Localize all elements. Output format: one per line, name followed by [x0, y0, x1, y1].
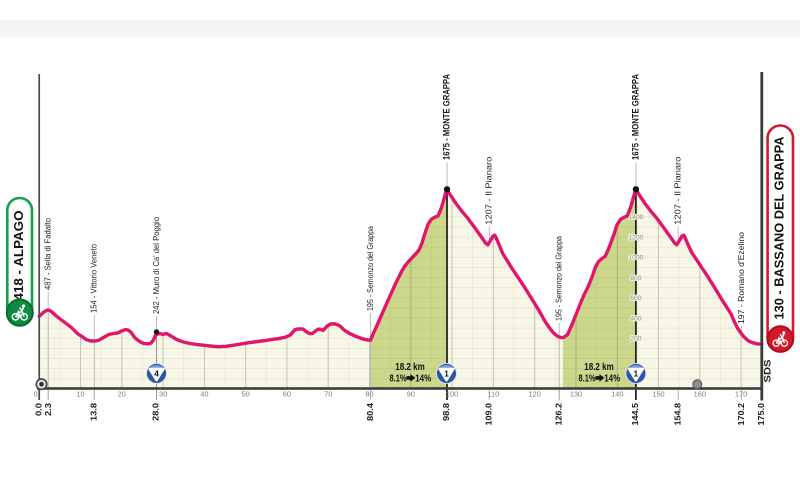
- svg-text:13.8: 13.8: [89, 402, 98, 421]
- svg-text:10: 10: [76, 390, 84, 399]
- svg-text:242 - Muro di Ca' del Poggio: 242 - Muro di Ca' del Poggio: [151, 217, 161, 314]
- svg-text:130 - BASSANO DEL GRAPPA: 130 - BASSANO DEL GRAPPA: [772, 136, 787, 320]
- svg-text:160: 160: [694, 390, 706, 399]
- svg-text:8.1%: 8.1%: [390, 373, 407, 384]
- svg-text:400: 400: [630, 315, 642, 322]
- svg-text:800: 800: [630, 275, 642, 282]
- svg-text:130: 130: [570, 390, 582, 399]
- svg-text:1675 - MONTE GRAPPA: 1675 - MONTE GRAPPA: [630, 74, 641, 160]
- svg-text:100: 100: [446, 390, 458, 399]
- svg-text:90: 90: [407, 390, 415, 399]
- svg-text:1400: 1400: [628, 214, 643, 221]
- svg-text:1: 1: [634, 370, 639, 379]
- svg-text:SDS: SDS: [762, 359, 772, 382]
- svg-text:18.2 km: 18.2 km: [584, 362, 614, 373]
- svg-text:80.4: 80.4: [366, 402, 375, 421]
- svg-text:40: 40: [200, 390, 208, 399]
- svg-text:98.8: 98.8: [442, 402, 451, 421]
- svg-text:14%: 14%: [415, 373, 431, 384]
- svg-text:195 - Semonzo del Grappa: 195 - Semonzo del Grappa: [553, 236, 563, 321]
- svg-text:1200: 1200: [628, 234, 643, 241]
- svg-text:154 - Vittorio Veneto: 154 - Vittorio Veneto: [89, 244, 99, 313]
- svg-text:197 - Romano d'Ezelino: 197 - Romano d'Ezelino: [736, 232, 746, 324]
- svg-text:60: 60: [283, 390, 291, 399]
- svg-text:1207 - Il Pianaro: 1207 - Il Pianaro: [484, 156, 494, 224]
- svg-text:1000: 1000: [628, 255, 643, 262]
- svg-text:418 - ALPAGO: 418 - ALPAGO: [11, 211, 26, 301]
- svg-text:126.2: 126.2: [554, 403, 563, 426]
- svg-text:0.0: 0.0: [34, 403, 43, 416]
- svg-text:110: 110: [488, 390, 500, 399]
- svg-text:140: 140: [611, 390, 623, 399]
- svg-text:200: 200: [630, 336, 642, 343]
- svg-text:28.0: 28.0: [152, 402, 161, 421]
- svg-text:1: 1: [444, 370, 449, 379]
- svg-text:70: 70: [324, 390, 332, 399]
- svg-text:109.0: 109.0: [484, 403, 493, 426]
- svg-text:175.0: 175.0: [757, 403, 766, 426]
- svg-text:14%: 14%: [604, 373, 620, 384]
- svg-text:170.2: 170.2: [737, 403, 746, 426]
- svg-text:8.1%: 8.1%: [579, 373, 596, 384]
- svg-text:150: 150: [652, 390, 664, 399]
- svg-text:120: 120: [529, 390, 541, 399]
- svg-text:1675 - MONTE GRAPPA: 1675 - MONTE GRAPPA: [442, 74, 453, 160]
- svg-text:487 - Sella di Fadalto: 487 - Sella di Fadalto: [42, 218, 52, 290]
- svg-text:195 - Semonzo del Grappa: 195 - Semonzo del Grappa: [365, 226, 375, 311]
- svg-text:154.8: 154.8: [673, 403, 682, 426]
- svg-text:4: 4: [154, 370, 159, 379]
- svg-text:0: 0: [33, 390, 37, 399]
- svg-text:144.5: 144.5: [631, 403, 640, 426]
- svg-text:1207 - Il Pianaro: 1207 - Il Pianaro: [672, 156, 682, 224]
- svg-text:2.3: 2.3: [44, 403, 53, 416]
- svg-text:80: 80: [365, 390, 373, 399]
- svg-text:600: 600: [630, 295, 642, 302]
- svg-text:30: 30: [159, 390, 167, 399]
- svg-text:20: 20: [118, 390, 126, 399]
- svg-text:18.2 km: 18.2 km: [395, 362, 425, 373]
- svg-text:50: 50: [241, 390, 249, 399]
